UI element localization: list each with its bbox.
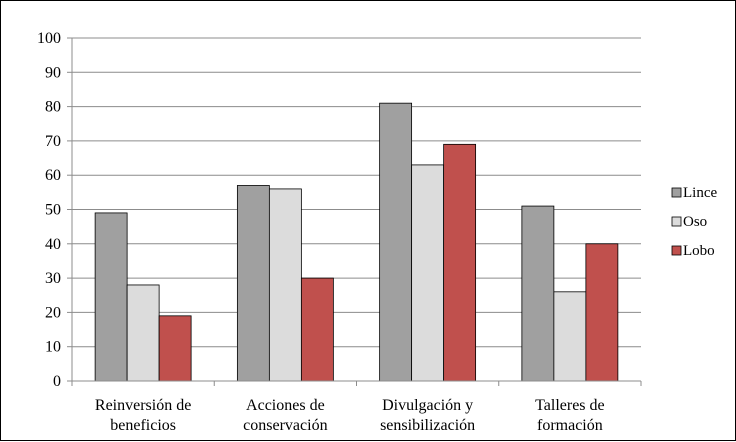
bar-lince xyxy=(236,185,270,382)
y-tick-label: 70 xyxy=(45,133,61,150)
bar-lince xyxy=(521,205,555,382)
y-tick-label: 50 xyxy=(45,202,61,219)
y-tick-label: 60 xyxy=(45,167,61,184)
y-tick-label: 40 xyxy=(45,236,61,253)
x-category-label: formación xyxy=(537,417,603,434)
bar-oso xyxy=(268,188,302,382)
y-tick-label: 80 xyxy=(45,99,61,116)
bar-lince xyxy=(94,212,128,382)
bars xyxy=(94,102,619,382)
y-tick-label: 90 xyxy=(45,64,61,81)
gridlines xyxy=(72,37,641,348)
y-tick-label: 10 xyxy=(45,339,61,356)
y-tick-label: 30 xyxy=(45,270,61,287)
legend-label-lobo: Lobo xyxy=(683,243,715,259)
legend-label-oso: Oso xyxy=(683,214,707,230)
bar-oso xyxy=(553,291,587,382)
legend-swatch-oso xyxy=(671,216,682,227)
x-category-label: beneficios xyxy=(110,417,176,434)
bar-lobo xyxy=(585,243,619,382)
x-axis-labels: Reinversión de beneficios Acciones de conse… xyxy=(95,397,605,434)
legend-swatch-lobo xyxy=(671,245,682,256)
x-category-label: Acciones de xyxy=(246,397,325,414)
axes xyxy=(71,38,642,386)
y-axis-ticks: 0 10 20 30 40 50 60 70 80 90 100 xyxy=(37,30,72,390)
y-tick-label: 100 xyxy=(37,30,61,47)
legend-swatch-lince xyxy=(671,187,682,198)
x-category-label: Reinversión de xyxy=(95,397,191,414)
x-category-label: Talleres de xyxy=(535,397,605,414)
bar-oso xyxy=(126,284,160,382)
bar-lobo xyxy=(158,315,192,382)
x-category-label: sensibilización xyxy=(380,417,475,434)
legend-label-lince: Lince xyxy=(683,185,717,201)
x-category-label: conservación xyxy=(243,417,327,434)
bar-lobo xyxy=(443,143,477,382)
y-tick-label: 20 xyxy=(45,304,61,321)
y-tick-label: 0 xyxy=(53,373,61,390)
legend: Lince Oso Lobo xyxy=(671,185,717,259)
x-category-label: Divulgación y xyxy=(382,397,473,414)
bar-lince xyxy=(379,102,413,382)
bar-oso xyxy=(411,164,445,382)
bar-lobo xyxy=(300,277,334,382)
